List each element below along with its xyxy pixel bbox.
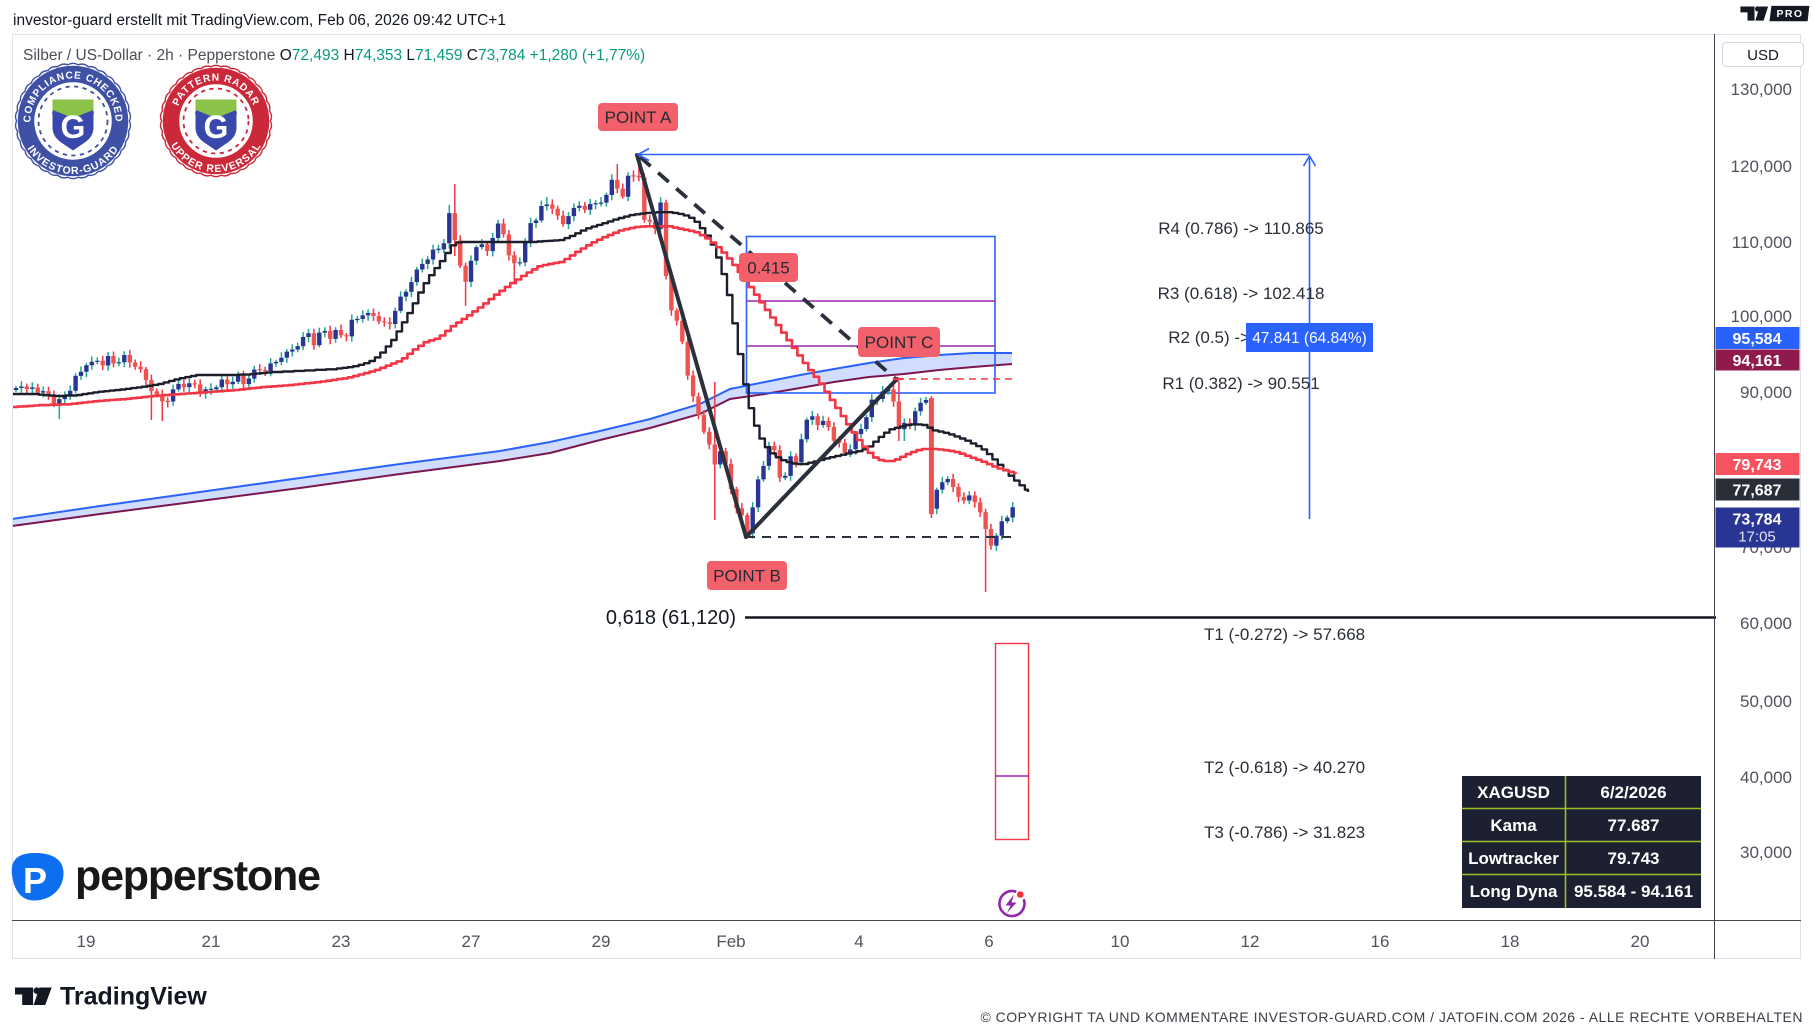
svg-text:R3 (0.618) -> 102.418: R3 (0.618) -> 102.418 — [1158, 284, 1325, 303]
svg-text:6: 6 — [984, 932, 993, 951]
svg-text:PRO: PRO — [1777, 8, 1804, 20]
svg-text:29: 29 — [592, 932, 611, 951]
svg-text:12: 12 — [1241, 932, 1260, 951]
svg-text:110,000: 110,000 — [1732, 233, 1792, 252]
svg-text:21: 21 — [202, 932, 221, 951]
svg-text:0,618 (61,120): 0,618 (61,120) — [606, 607, 736, 629]
svg-text:T3 (-0.786) -> 31.823: T3 (-0.786) -> 31.823 — [1204, 823, 1365, 842]
svg-text:60,000: 60,000 — [1740, 614, 1792, 633]
svg-text:20: 20 — [1631, 932, 1650, 951]
svg-text:90,000: 90,000 — [1740, 383, 1792, 402]
svg-text:G: G — [204, 109, 229, 145]
svg-text:73,784: 73,784 — [1733, 512, 1782, 529]
svg-text:R1 (0.382) -> 90.551: R1 (0.382) -> 90.551 — [1162, 374, 1319, 393]
svg-text:POINT A: POINT A — [605, 108, 672, 127]
svg-text:R4 (0.786) -> 110.865: R4 (0.786) -> 110.865 — [1158, 219, 1324, 238]
svg-text:50,000: 50,000 — [1740, 692, 1792, 711]
svg-text:XAGUSD: XAGUSD — [1477, 783, 1550, 802]
svg-text:P: P — [23, 860, 47, 901]
svg-text:POINT C: POINT C — [865, 333, 934, 352]
svg-text:16: 16 — [1371, 932, 1390, 951]
svg-text:investor-guard erstellt mit Tr: investor-guard erstellt mit TradingView.… — [13, 12, 506, 29]
svg-text:30,000: 30,000 — [1740, 843, 1792, 862]
svg-text:6/2/2026: 6/2/2026 — [1600, 783, 1666, 802]
svg-text:18: 18 — [1501, 932, 1520, 951]
svg-text:17:05: 17:05 — [1738, 529, 1776, 546]
svg-text:© COPYRIGHT TA UND KOMMENTARE: © COPYRIGHT TA UND KOMMENTARE INVESTOR-G… — [980, 1009, 1803, 1025]
svg-text:27: 27 — [462, 932, 481, 951]
svg-text:120,000: 120,000 — [1731, 157, 1792, 176]
svg-text:0.415: 0.415 — [747, 259, 790, 278]
svg-text:47.841 (64.84%): 47.841 (64.84%) — [1252, 330, 1367, 347]
svg-text:POINT B: POINT B — [713, 567, 781, 586]
svg-text:130,000: 130,000 — [1731, 80, 1792, 99]
svg-text:pepperstone: pepperstone — [75, 852, 320, 900]
svg-text:23: 23 — [332, 932, 351, 951]
svg-text:T1 (-0.272) -> 57.668: T1 (-0.272) -> 57.668 — [1204, 625, 1365, 644]
svg-text:Lowtracker: Lowtracker — [1468, 849, 1559, 868]
svg-text:95,584: 95,584 — [1733, 331, 1782, 348]
svg-text:95.584 - 94.161: 95.584 - 94.161 — [1574, 882, 1693, 901]
svg-text:USD: USD — [1747, 47, 1779, 64]
svg-text:94,161: 94,161 — [1733, 353, 1782, 370]
svg-text:77.687: 77.687 — [1608, 816, 1660, 835]
svg-text:79.743: 79.743 — [1608, 849, 1660, 868]
svg-text:79,743: 79,743 — [1733, 457, 1782, 474]
svg-text:19: 19 — [77, 932, 96, 951]
svg-text:Feb: Feb — [716, 932, 745, 951]
svg-text:77,687: 77,687 — [1733, 483, 1782, 500]
svg-text:G: G — [61, 109, 86, 145]
svg-text:R2 (0.5) ->: R2 (0.5) -> — [1168, 328, 1250, 347]
svg-text:100,000: 100,000 — [1731, 307, 1792, 326]
svg-text:10: 10 — [1111, 932, 1130, 951]
svg-text:Silber / US-Dollar · 2h · Pepp: Silber / US-Dollar · 2h · Pepperstone O7… — [23, 47, 645, 64]
svg-text:Kama: Kama — [1490, 816, 1537, 835]
svg-text:T2 (-0.618) -> 40.270: T2 (-0.618) -> 40.270 — [1204, 758, 1365, 777]
svg-text:TradingView: TradingView — [60, 983, 207, 1011]
svg-text:4: 4 — [854, 932, 863, 951]
svg-text:40,000: 40,000 — [1740, 768, 1792, 787]
svg-text:Long Dyna: Long Dyna — [1470, 882, 1558, 901]
